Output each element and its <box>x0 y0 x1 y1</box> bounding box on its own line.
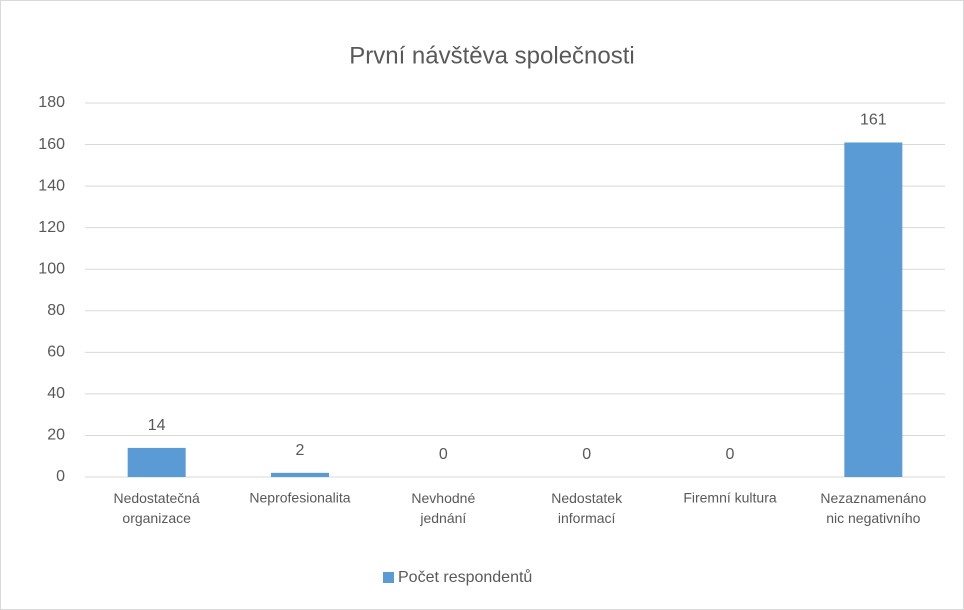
data-label: 14 <box>148 417 166 434</box>
y-tick-label: 60 <box>47 344 65 361</box>
y-tick-label: 120 <box>38 219 65 236</box>
y-tick-label: 100 <box>38 260 65 277</box>
data-label: 0 <box>726 446 735 463</box>
y-tick-label: 0 <box>56 468 65 485</box>
bar <box>127 447 186 477</box>
x-tick-label: Firemní kultura <box>683 490 777 506</box>
x-tick-label: Neprofesionalita <box>249 490 350 506</box>
y-tick-label: 180 <box>38 94 65 111</box>
chart-title: První návštěva společnosti <box>349 42 634 69</box>
x-tick-label: Nevhodné jednání <box>411 490 475 526</box>
x-tick-label: Nedostatečná organizace <box>113 490 200 526</box>
x-tick-label: Nedostatek informací <box>551 490 623 526</box>
data-label: 161 <box>860 112 887 129</box>
legend-swatch <box>383 572 394 583</box>
y-tick-label: 80 <box>47 302 65 319</box>
data-label: 2 <box>296 442 305 459</box>
bar <box>844 142 903 477</box>
data-label: 0 <box>439 446 448 463</box>
data-label: 0 <box>582 446 591 463</box>
legend-label: Počet respondentů <box>398 568 532 586</box>
bar <box>271 472 329 477</box>
y-tick-label: 40 <box>47 385 65 402</box>
y-tick-label: 20 <box>47 427 65 444</box>
x-tick-label: Nezaznamenáno nic negativního <box>820 490 926 526</box>
y-tick-label: 140 <box>38 177 65 194</box>
y-tick-label: 160 <box>38 136 65 153</box>
